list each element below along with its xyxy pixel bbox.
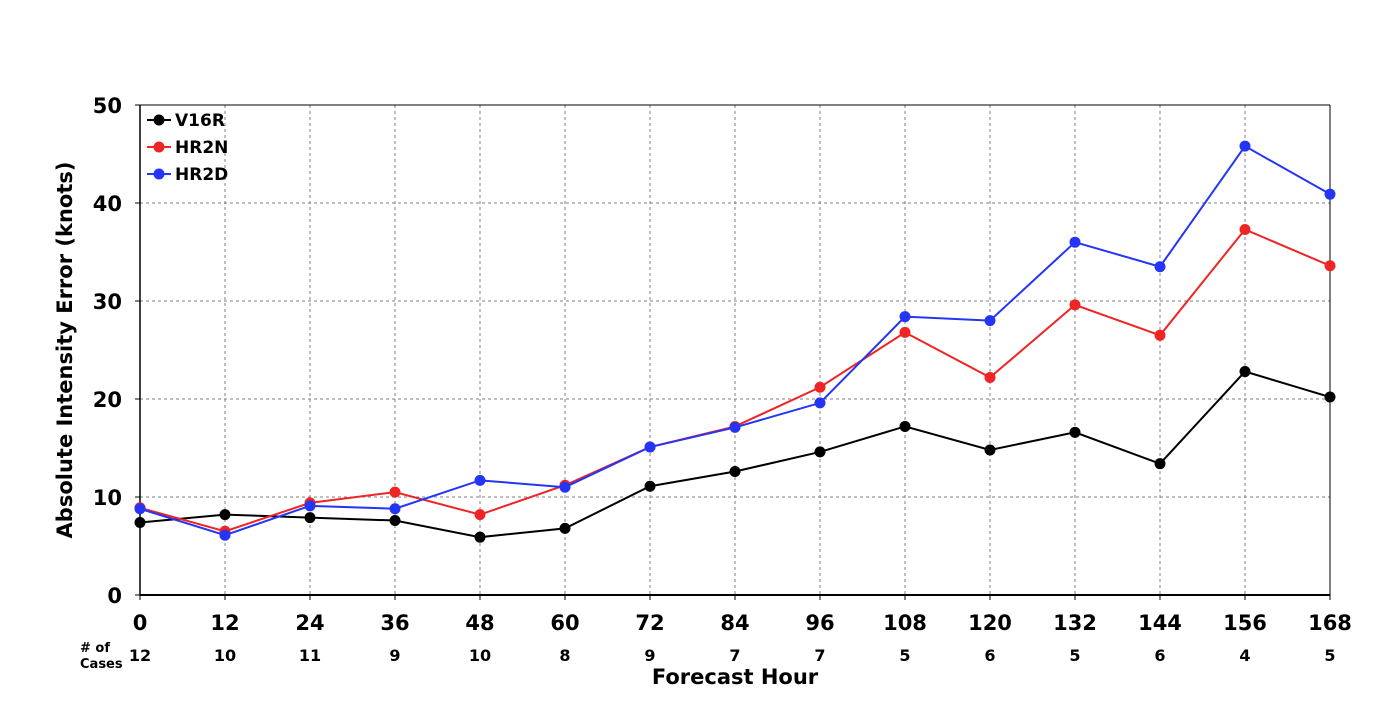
data-point-hr2d (134, 503, 146, 515)
data-point-hr2d (729, 421, 741, 433)
data-point-v16r (644, 480, 656, 492)
y-tick-label: 30 (93, 290, 122, 314)
data-point-v16r (474, 531, 486, 543)
x-tick-label: 108 (883, 611, 927, 635)
case-count-label: 5 (899, 646, 910, 665)
x-tick-label: 132 (1053, 611, 1097, 635)
data-point-v16r (389, 515, 401, 527)
data-point-v16r (984, 444, 996, 456)
x-tick-label: 60 (550, 611, 579, 635)
y-tick-label: 50 (93, 94, 122, 118)
data-point-hr2d (304, 500, 316, 512)
y-tick-label: 20 (93, 388, 122, 412)
case-count-label: 8 (559, 646, 570, 665)
cases-header-line1: # of (80, 641, 110, 656)
data-point-hr2d (559, 481, 571, 493)
legend-marker-hr2n (153, 141, 165, 153)
data-point-v16r (899, 420, 911, 432)
data-point-hr2d (1324, 188, 1336, 200)
x-tick-label: 72 (635, 611, 664, 635)
case-count-label: 6 (984, 646, 995, 665)
data-point-v16r (304, 512, 316, 524)
data-point-hr2n (1069, 299, 1081, 311)
x-tick-label: 156 (1223, 611, 1267, 635)
y-tick-label: 10 (93, 486, 122, 510)
data-point-hr2n (984, 371, 996, 383)
x-tick-label: 48 (465, 611, 494, 635)
case-count-label: 9 (644, 646, 655, 665)
data-point-v16r (134, 516, 146, 528)
data-point-v16r (559, 522, 571, 534)
data-point-hr2n (389, 486, 401, 498)
data-point-hr2n (1239, 223, 1251, 235)
case-count-label: 5 (1069, 646, 1080, 665)
x-tick-label: 12 (210, 611, 239, 635)
data-point-hr2d (1154, 261, 1166, 273)
data-point-hr2d (219, 529, 231, 541)
x-tick-label: 24 (295, 611, 324, 635)
case-count-label: 6 (1154, 646, 1165, 665)
data-point-hr2n (899, 326, 911, 338)
legend-marker-hr2d (153, 168, 165, 180)
case-count-label: 10 (469, 646, 491, 665)
data-point-hr2n (814, 381, 826, 393)
data-point-hr2d (644, 441, 656, 453)
data-point-v16r (1069, 426, 1081, 438)
case-count-label: 7 (814, 646, 825, 665)
legend-marker-v16r (153, 114, 165, 126)
legend-label-hr2d: HR2D (175, 165, 228, 185)
data-point-hr2d (899, 311, 911, 323)
x-tick-label: 0 (133, 611, 148, 635)
data-point-hr2d (814, 397, 826, 409)
x-tick-label: 168 (1308, 611, 1352, 635)
x-tick-label: 144 (1138, 611, 1182, 635)
data-point-v16r (1324, 391, 1336, 403)
case-count-label: 11 (299, 646, 321, 665)
cases-header-line2: Cases (80, 657, 123, 672)
x-tick-label: 120 (968, 611, 1012, 635)
case-count-label: 10 (214, 646, 236, 665)
legend-label-v16r: V16R (175, 111, 225, 131)
x-tick-label: 96 (805, 611, 834, 635)
x-axis-title: Forecast Hour (652, 665, 819, 689)
data-point-v16r (729, 466, 741, 478)
y-tick-label: 0 (107, 584, 122, 608)
x-tick-label: 84 (720, 611, 749, 635)
x-tick-label: 36 (380, 611, 409, 635)
data-point-v16r (814, 446, 826, 458)
case-count-label: 12 (129, 646, 151, 665)
case-count-label: 9 (389, 646, 400, 665)
data-point-v16r (219, 509, 231, 521)
data-point-hr2n (1324, 260, 1336, 272)
data-point-hr2n (474, 509, 486, 521)
y-tick-label: 40 (93, 192, 122, 216)
legend-label-hr2n: HR2N (175, 138, 228, 158)
data-point-hr2d (389, 503, 401, 515)
data-point-hr2d (984, 315, 996, 327)
data-point-hr2d (1069, 236, 1081, 248)
case-count-label: 5 (1324, 646, 1335, 665)
case-count-label: 4 (1239, 646, 1250, 665)
data-point-hr2n (1154, 329, 1166, 341)
case-count-label: 7 (729, 646, 740, 665)
data-point-hr2d (474, 474, 486, 486)
data-point-hr2d (1239, 140, 1251, 152)
data-point-v16r (1239, 366, 1251, 378)
data-point-v16r (1154, 458, 1166, 470)
y-axis-title: Absolute Intensity Error (knots) (53, 162, 77, 539)
